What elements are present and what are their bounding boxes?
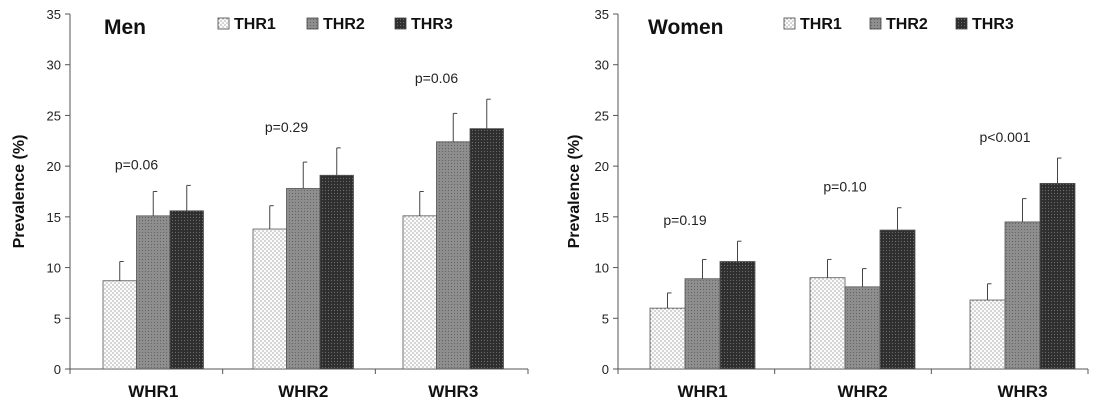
y-tick-label: 35 — [47, 7, 61, 22]
legend-label-thr3: THR3 — [972, 16, 1014, 33]
y-tick-label: 10 — [47, 261, 61, 276]
chart-panel-women: 0 5 10 15 20 25 30 35 Prevalence (%) Women THR1 THR… — [566, 7, 1089, 401]
legend-swatch-thr2 — [306, 17, 319, 30]
bar-thr2-whr3 — [1004, 221, 1041, 370]
legend-label-thr2: THR2 — [886, 16, 928, 33]
legend-swatch-thr2 — [869, 17, 882, 30]
legend-label-thr1: THR1 — [800, 16, 842, 33]
bar-thr3-whr3 — [469, 128, 504, 370]
p-value-annotation: p=0.10 — [823, 179, 866, 195]
y-tick-label: 25 — [595, 108, 609, 123]
chart-title: Men — [104, 16, 146, 39]
bar-thr1-whr3 — [402, 215, 437, 370]
y-tick-label: 0 — [602, 362, 609, 377]
legend-label-thr2: THR2 — [323, 16, 365, 33]
bar-thr1-whr1 — [649, 307, 686, 370]
p-value-annotation: p=0.06 — [115, 156, 158, 172]
y-tick-label: 25 — [47, 108, 61, 123]
y-tick-label: 5 — [602, 311, 609, 326]
legend-swatch-thr1 — [783, 17, 796, 30]
x-category-label: WHR3 — [428, 382, 478, 401]
bar-thr2-whr1 — [136, 215, 171, 370]
x-category-label: WHR1 — [677, 382, 727, 401]
legend-label-thr1: THR1 — [234, 16, 276, 33]
y-tick-label: 10 — [595, 261, 609, 276]
legend-label-thr3: THR3 — [411, 16, 453, 33]
chart-panel-men: 0 5 10 15 20 25 30 35 Prevalence (%) Men THR1 THR2 T… — [11, 7, 529, 401]
p-value-annotation: p=0.06 — [415, 70, 458, 86]
bar-thr2-whr2 — [286, 188, 321, 370]
legend-swatch-thr3 — [955, 17, 968, 30]
bar-thr1-whr1 — [102, 280, 137, 370]
x-category-label: WHR2 — [837, 382, 887, 401]
y-axis-label: Prevalence (%) — [11, 135, 28, 249]
y-tick-label: 20 — [595, 159, 609, 174]
legend-swatch-thr3 — [394, 17, 407, 30]
y-tick-label: 5 — [54, 311, 61, 326]
y-tick-label: 35 — [595, 7, 609, 22]
x-category-label: WHR2 — [278, 382, 328, 401]
p-value-annotation: p=0.19 — [663, 212, 706, 228]
legend-swatch-thr1 — [217, 17, 230, 30]
bar-thr3-whr3 — [1039, 182, 1076, 370]
y-axis-label: Prevalence (%) — [566, 135, 583, 249]
bar-thr3-whr2 — [879, 229, 916, 370]
bar-thr3-whr2 — [319, 174, 354, 370]
y-tick-label: 15 — [47, 210, 61, 225]
bar-thr3-whr1 — [169, 210, 204, 370]
bar-thr2-whr1 — [684, 278, 721, 370]
chart-title: Women — [648, 16, 723, 39]
bar-thr2-whr3 — [436, 141, 471, 370]
p-value-annotation: p=0.29 — [265, 119, 308, 135]
y-tick-label: 30 — [595, 58, 609, 73]
bar-thr2-whr2 — [844, 286, 881, 370]
p-value-annotation: p<0.001 — [980, 129, 1031, 145]
y-tick-label: 30 — [47, 58, 61, 73]
y-tick-label: 20 — [47, 159, 61, 174]
x-category-label: WHR3 — [997, 382, 1047, 401]
y-tick-label: 15 — [595, 210, 609, 225]
bar-thr1-whr3 — [969, 299, 1006, 370]
y-tick-label: 0 — [54, 362, 61, 377]
x-category-label: WHR1 — [128, 382, 178, 401]
bar-thr1-whr2 — [809, 277, 846, 370]
bar-thr3-whr1 — [719, 261, 756, 370]
bar-thr1-whr2 — [252, 228, 287, 370]
